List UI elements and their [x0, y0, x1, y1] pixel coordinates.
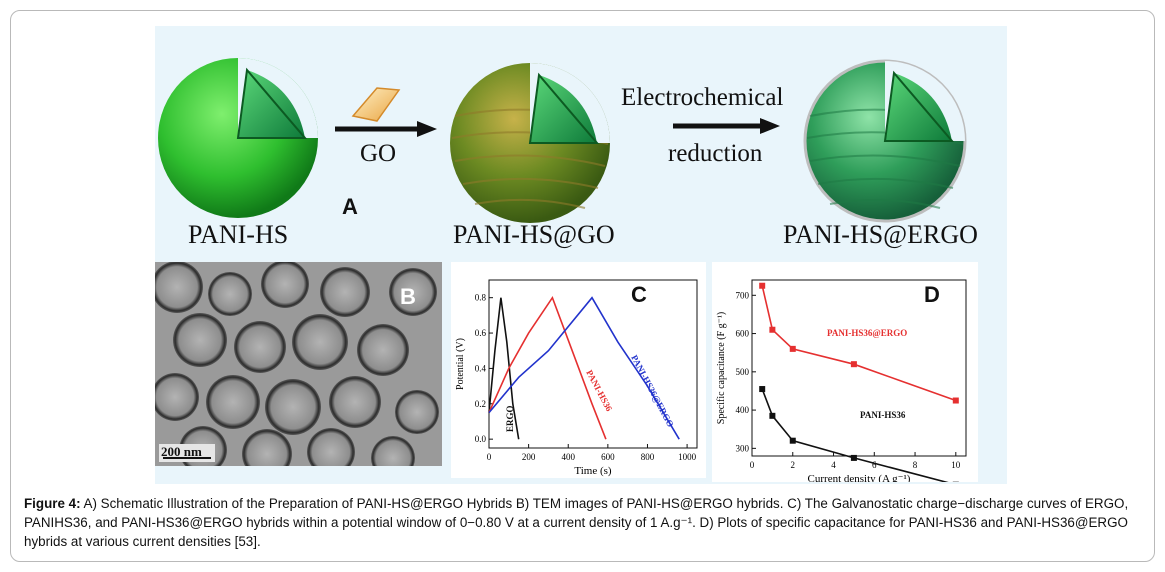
- x-tick-label: 8: [913, 460, 918, 470]
- pani-hs-go-sphere: [450, 63, 610, 223]
- x-tick-label: 10: [951, 460, 961, 470]
- sphere-label-1: PANI-HS: [188, 220, 289, 249]
- panel-d-letter: D: [924, 282, 940, 307]
- arrow-2: [673, 118, 780, 134]
- y-tick-label: 0.6: [475, 328, 487, 338]
- tem-sphere: [307, 428, 355, 466]
- series-line: [488, 295, 607, 440]
- x-axis-label: Current density (A g⁻¹): [808, 473, 911, 482]
- data-point: [759, 386, 766, 393]
- tem-sphere: [357, 324, 409, 376]
- figure-image: GO Electrochemical reduction A PANI-HS P…: [155, 26, 1007, 484]
- y-axis-label: Specific capacitance (F g⁻¹): [716, 312, 727, 424]
- caption-text: A) Schematic Illustration of the Prepara…: [24, 496, 1129, 549]
- x-axis-label: Time (s): [574, 465, 612, 477]
- y-tick-label: 300: [736, 443, 750, 453]
- tem-sphere: [329, 376, 381, 428]
- panel-d-chart: 0 2 4 6 8 10 300 400 500 600 700 Current density (A…: [712, 262, 978, 482]
- x-tick-label: 2: [791, 460, 796, 470]
- y-tick-label: 500: [736, 367, 750, 377]
- x-tick-label: 200: [522, 452, 536, 462]
- panel-b-letter: B: [400, 284, 416, 309]
- series-line: [488, 296, 680, 440]
- data-point: [759, 282, 766, 289]
- tem-sphere: [389, 268, 437, 316]
- caption-label: Figure 4:: [24, 496, 81, 511]
- panel-a-schematic: [158, 58, 967, 223]
- tem-sphere: [155, 262, 203, 313]
- x-tick-label: 0: [487, 452, 492, 462]
- panel-a-letter: A: [342, 194, 358, 219]
- x-tick-label: 400: [561, 452, 575, 462]
- x-tick-label: 600: [601, 452, 615, 462]
- data-point: [769, 326, 776, 333]
- x-tick-label: 0: [750, 460, 755, 470]
- y-tick-label: 600: [736, 329, 750, 339]
- tem-sphere: [292, 314, 348, 370]
- panel-c-chart: 0 200 400 600 800 1000 0.0 0.2 0.4 0.6 0.8 Time (s)…: [451, 262, 706, 478]
- tem-sphere: [242, 429, 292, 466]
- y-tick-label: 700: [736, 290, 750, 300]
- arrow-2-label-line1: Electrochemical: [621, 84, 784, 111]
- tem-sphere: [371, 436, 415, 466]
- series-label: PANI-HS36: [584, 368, 614, 413]
- data-point: [789, 437, 796, 444]
- y-tick-label: 0.4: [475, 363, 487, 373]
- arrow-1: [335, 121, 437, 137]
- plot-frame: [488, 279, 698, 449]
- arrow-2-label-line2: reduction: [668, 140, 763, 167]
- pani-hs-ergo-sphere: [803, 59, 967, 223]
- tem-sphere: [395, 390, 439, 434]
- tem-sphere: [234, 321, 286, 373]
- data-point: [850, 361, 857, 368]
- x-tick-label: 800: [641, 452, 655, 462]
- x-tick-label: 4: [831, 460, 836, 470]
- x-tick-label: 6: [872, 460, 877, 470]
- tem-sphere: [206, 375, 260, 429]
- series-label: ERGO: [505, 405, 515, 432]
- figure-caption: Figure 4: A) Schematic Illustration of t…: [24, 494, 1142, 551]
- plot-frame: [751, 279, 967, 457]
- y-tick-label: 0.8: [475, 293, 487, 303]
- data-point: [789, 345, 796, 352]
- data-point: [952, 397, 959, 404]
- arrow-1-label: GO: [360, 140, 397, 167]
- tem-sphere: [173, 313, 227, 367]
- tem-sphere: [155, 373, 199, 421]
- pani-hs-sphere: [158, 58, 318, 218]
- panel-b-tem-image: [155, 262, 442, 466]
- sphere-label-3: PANI-HS@ERGO: [783, 220, 978, 249]
- tem-sphere: [261, 262, 309, 308]
- scale-bar-label: 200 nm: [161, 444, 202, 459]
- panel-c-letter: C: [631, 282, 647, 307]
- go-sheet-icon: [351, 87, 401, 122]
- x-tick-label: 1000: [678, 452, 697, 462]
- series-label: PANI-HS36@ERGO: [629, 353, 675, 429]
- data-point: [850, 454, 857, 461]
- tem-sphere: [208, 272, 252, 316]
- y-tick-label: 0.2: [475, 399, 486, 409]
- series-label: PANI-HS36: [860, 410, 906, 420]
- series-line: [488, 297, 520, 440]
- tem-sphere: [320, 267, 370, 317]
- data-point: [769, 412, 776, 419]
- sphere-label-2: PANI-HS@GO: [453, 220, 615, 249]
- y-axis-label: Potential (V): [455, 338, 466, 390]
- y-tick-label: 400: [736, 405, 750, 415]
- y-tick-label: 0.0: [475, 434, 487, 444]
- series-label: PANI-HS36@ERGO: [827, 328, 907, 338]
- tem-sphere: [265, 379, 321, 435]
